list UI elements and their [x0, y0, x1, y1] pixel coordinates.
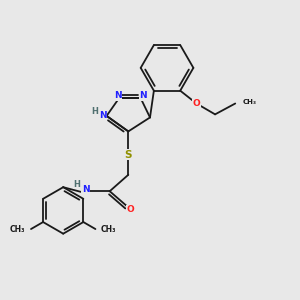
- Text: CH₃: CH₃: [243, 99, 257, 105]
- Text: N: N: [140, 91, 147, 100]
- Text: CH₃: CH₃: [10, 224, 26, 233]
- Text: H: H: [92, 107, 98, 116]
- Text: N: N: [82, 185, 89, 194]
- Text: CH₃: CH₃: [101, 224, 116, 233]
- Text: N: N: [99, 111, 107, 120]
- Text: O: O: [193, 99, 200, 108]
- Text: S: S: [124, 150, 132, 160]
- Text: N: N: [114, 91, 121, 100]
- Text: O: O: [127, 205, 135, 214]
- Text: H: H: [74, 180, 81, 189]
